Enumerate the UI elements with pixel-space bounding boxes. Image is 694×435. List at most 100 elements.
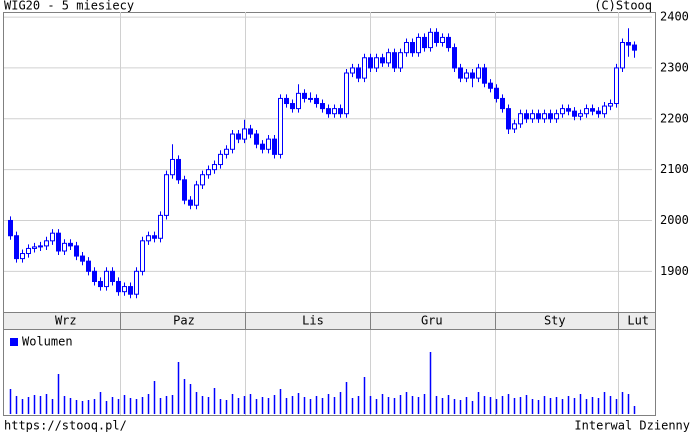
x-tick-label: Gru (421, 314, 443, 328)
candle-body (314, 97, 319, 105)
candle-body (518, 113, 523, 125)
candle-body (542, 113, 547, 120)
candle-body (98, 280, 103, 288)
candle-body (80, 255, 85, 262)
candle-body (410, 42, 415, 54)
footer-right: Interwal Dzienny (574, 419, 690, 433)
x-tick-label: Paz (173, 314, 195, 328)
candle-body (182, 179, 187, 201)
candle-body (626, 42, 631, 46)
candle-body (26, 247, 31, 255)
y-tick-label: 2300 (660, 60, 689, 74)
candle-body (206, 169, 211, 176)
candle-body (422, 36, 427, 49)
y-tick-label: 1900 (660, 264, 689, 278)
candle-body (260, 143, 265, 150)
candle-body (596, 110, 601, 115)
candle-body (218, 153, 223, 166)
volume-legend: Wolumen (22, 335, 73, 349)
candle-body (110, 270, 115, 282)
candle-body (500, 97, 505, 110)
candle-body (392, 52, 397, 69)
candle-body (572, 110, 577, 117)
y-tick-label: 2100 (660, 162, 689, 176)
candle-body (242, 128, 247, 140)
candle-body (494, 87, 499, 99)
x-tick-label: Wrz (55, 314, 77, 328)
candle-body (56, 232, 61, 252)
chart-title: WIG20 - 5 miesiecy (4, 0, 134, 13)
candle-body (608, 103, 613, 107)
candle-body (386, 52, 391, 64)
candle-body (584, 108, 589, 115)
candle-body (224, 148, 229, 155)
candle-body (620, 42, 625, 69)
candle-body (146, 235, 151, 242)
candle-body (356, 67, 361, 79)
candle-body (20, 253, 25, 260)
candle-body (44, 240, 49, 247)
candle-body (122, 286, 127, 293)
candle-body (32, 246, 37, 249)
candle-body (278, 97, 283, 155)
candle-body (380, 57, 385, 64)
candle-body (200, 174, 205, 186)
candle-body (308, 97, 313, 100)
candle-body (536, 113, 541, 120)
x-tick-label: Lis (302, 314, 324, 328)
candle-body (560, 108, 565, 115)
y-tick-label: 2000 (660, 213, 689, 227)
candle-body (152, 235, 157, 239)
candle-body (332, 108, 337, 115)
candle-body (464, 72, 469, 79)
candle-body (284, 97, 289, 105)
candle-body (38, 245, 43, 248)
candle-body (458, 67, 463, 79)
candle-body (398, 52, 403, 69)
candle-body (350, 67, 355, 74)
candle-body (452, 47, 457, 69)
candle-body (272, 138, 277, 155)
candle-body (548, 113, 553, 120)
candle-body (566, 108, 571, 112)
candle-body (512, 123, 517, 130)
candle-body (128, 286, 133, 295)
candle-body (482, 67, 487, 84)
candle-body (134, 270, 139, 295)
candle-body (488, 82, 493, 89)
credit: (C)Stooq (594, 0, 652, 13)
candle-body (296, 92, 301, 110)
candle-body (230, 133, 235, 150)
candle-body (326, 108, 331, 115)
candle-body (266, 138, 271, 150)
candle-body (170, 158, 175, 176)
candle-body (68, 242, 73, 247)
y-tick-label: 2200 (660, 111, 689, 125)
candle-body (14, 235, 19, 260)
candle-body (254, 133, 259, 145)
candle-body (344, 72, 349, 115)
candle-body (578, 113, 583, 117)
volume-legend-swatch (10, 338, 18, 346)
candle-body (362, 57, 367, 79)
candle-body (74, 245, 79, 257)
candle-body (86, 260, 91, 272)
candle-body (374, 57, 379, 69)
candle-body (164, 174, 169, 216)
price-panel (3, 12, 656, 313)
candle-body (368, 57, 373, 69)
candle-body (416, 36, 421, 54)
candle-body (290, 103, 295, 110)
candle-body (476, 67, 481, 79)
candle-body (236, 133, 241, 140)
candle-body (506, 108, 511, 130)
candle-body (140, 240, 145, 272)
x-tick-label: Lut (627, 314, 649, 328)
x-tick-label: Sty (544, 314, 566, 328)
candle-body (338, 108, 343, 115)
candle-body (614, 67, 619, 105)
candle-body (158, 214, 163, 239)
candle-body (50, 232, 55, 242)
candle-body (62, 242, 67, 252)
